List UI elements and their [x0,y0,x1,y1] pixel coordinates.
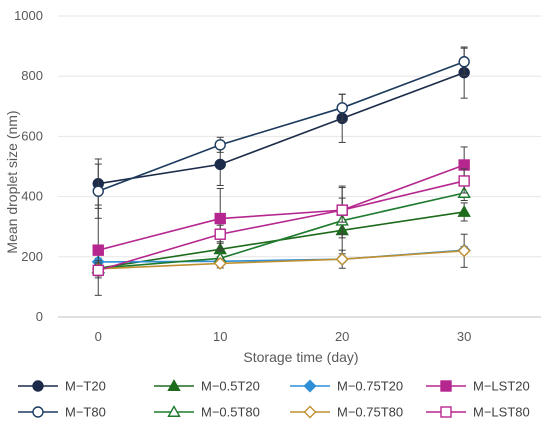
legend-item-6: M−0.5T80 [154,405,260,420]
x-tick-labels: 0 10 20 30 [95,329,472,344]
legend-label: M−T20 [65,379,106,394]
data-point [214,212,226,225]
legend-item-8: M−LST80 [426,405,530,420]
legend-item-1: M−T20 [18,379,106,394]
legend-marker [303,379,317,393]
data-point [92,185,104,197]
series-line [98,192,465,270]
x-tick-label-10: 10 [213,329,227,344]
series-line [98,249,465,270]
series-line [98,180,465,272]
y-tick-labels: 0 200 400 600 800 1000 [14,8,43,324]
x-axis-title: Storage time (day) [243,349,358,365]
legend-marker [303,405,317,419]
series-7 [91,233,471,276]
data-point [336,102,348,114]
x-tick-label-20: 20 [335,329,349,344]
data-point [214,139,226,151]
y-axis-title: Mean droplet size (nm) [4,110,20,253]
data-point [214,158,226,171]
legend-marker [440,380,452,392]
series-group [91,46,471,296]
series-5 [92,47,470,219]
y-tick-label-200: 200 [21,249,43,264]
data-point [457,205,471,217]
y-tick-label-0: 0 [36,309,43,324]
y-tick-label-600: 600 [21,128,43,143]
data-point [458,175,470,187]
data-point [214,228,226,240]
legend-label: M−T80 [65,405,106,420]
legend-item-4: M−LST20 [426,379,530,394]
series-4 [92,146,470,296]
legend-label: M−0.75T80 [337,405,403,420]
legend-label: M−0.5T80 [201,405,260,420]
legend-item-3: M−0.75T20 [290,379,403,394]
legend-marker [440,406,452,418]
legend: M−T20 M−0.5T20 M−0.75T20 M−LST20 M−T80 M−0.5T… [18,379,530,420]
legend-marker [167,405,181,417]
data-point [92,264,104,277]
data-point [335,252,349,266]
legend-marker [167,379,181,391]
y-tick-label-800: 800 [21,68,43,83]
series-line [98,164,465,251]
legend-item-2: M−0.5T20 [154,379,260,394]
data-point [457,244,471,258]
series-8 [92,168,470,279]
series-line [97,61,465,192]
x-tick-label-30: 30 [457,329,471,344]
legend-label: M−0.5T20 [201,379,260,394]
gridlines [58,15,541,258]
legend-label: M−LST80 [473,405,530,420]
data-point [336,204,348,216]
legend-item-5: M−T80 [18,405,106,420]
y-tick-label-1000: 1000 [14,8,43,23]
data-point [92,244,104,256]
legend-item-7: M−0.75T80 [290,405,403,420]
legend-label: M−0.75T20 [337,379,403,394]
legend-label: M−LST20 [473,379,530,394]
x-tick-label-0: 0 [95,329,102,344]
data-point [458,56,470,68]
legend-marker [32,406,44,418]
data-point [213,256,227,270]
legend-marker [32,380,44,392]
y-tick-label-400: 400 [21,189,43,204]
series-line [98,71,465,185]
